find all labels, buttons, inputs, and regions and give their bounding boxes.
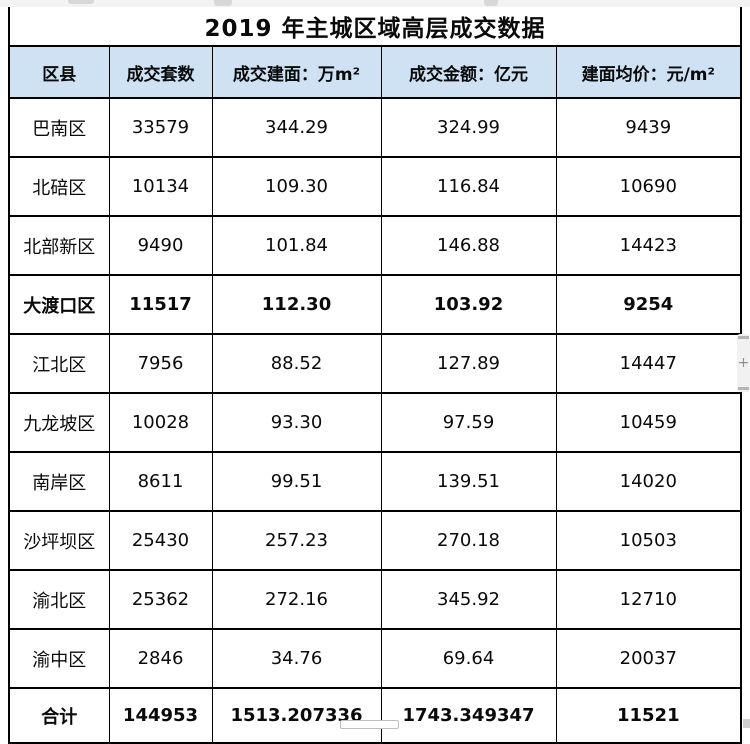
cell-units: 10028	[108, 392, 213, 453]
cell-amount: 103.92	[380, 274, 557, 335]
vertical-scrollbar-fragment[interactable]: +	[737, 334, 750, 392]
cell-district: 江北区	[8, 333, 110, 394]
cell-avg-price: 12710	[555, 569, 742, 630]
column-header-avg-price: 建面均价：元/m²	[555, 45, 742, 99]
cell-district: 渝中区	[8, 628, 110, 689]
total-row: 合计 144953 1513.207336 1743.349347 11521	[8, 687, 742, 744]
cell-district: 北碚区	[8, 156, 110, 217]
cell-area: 88.52	[211, 333, 382, 394]
cell-avg-price: 9439	[555, 97, 742, 158]
table-row: 渝北区 25362 272.16 345.92 12710	[8, 569, 742, 630]
cell-district: 大渡口区	[8, 274, 110, 335]
cell-avg-price: 14423	[555, 215, 742, 276]
toolbar-fragment	[68, 0, 94, 4]
header-row: 区县 成交套数 成交建面：万m² 成交金额：亿元 建面均价：元/m²	[8, 45, 742, 99]
scrollbar-cap	[738, 336, 749, 339]
cell-avg-price: 14447	[555, 333, 742, 394]
cell-amount: 139.51	[380, 451, 557, 512]
cell-district: 南岸区	[8, 451, 110, 512]
cell-district: 沙坪坝区	[8, 510, 110, 571]
column-header-area: 成交建面：万m²	[211, 45, 382, 99]
cell-amount: 69.64	[380, 628, 557, 689]
cell-area: 93.30	[211, 392, 382, 453]
cell-total-label: 合计	[8, 687, 110, 744]
cell-units: 2846	[108, 628, 213, 689]
cell-units: 8611	[108, 451, 213, 512]
cell-area: 34.76	[211, 628, 382, 689]
cell-area: 99.51	[211, 451, 382, 512]
cell-area: 112.30	[211, 274, 382, 335]
cell-amount: 97.59	[380, 392, 557, 453]
column-header-units: 成交套数	[108, 45, 213, 99]
cell-area: 272.16	[211, 569, 382, 630]
cell-units: 7956	[108, 333, 213, 394]
cell-amount: 146.88	[380, 215, 557, 276]
scrollbar-cap	[738, 387, 749, 390]
cell-amount: 116.84	[380, 156, 557, 217]
cell-total-units: 144953	[108, 687, 213, 744]
cell-amount: 270.18	[380, 510, 557, 571]
cell-amount: 127.89	[380, 333, 557, 394]
table-row: 巴南区 33579 344.29 324.99 9439	[8, 97, 742, 158]
cell-total-area: 1513.207336	[211, 687, 382, 744]
cell-avg-price: 9254	[555, 274, 742, 335]
cell-district: 九龙坡区	[8, 392, 110, 453]
top-chrome-strip	[0, 0, 750, 7]
table-row: 沙坪坝区 25430 257.23 270.18 10503	[8, 510, 742, 571]
table-title: 2019 年主城区域高层成交数据	[9, 7, 742, 47]
cell-district: 北部新区	[8, 215, 110, 276]
cell-amount: 345.92	[380, 569, 557, 630]
cell-units: 25430	[108, 510, 213, 571]
cell-units: 10134	[108, 156, 213, 217]
cell-avg-price: 14020	[555, 451, 742, 512]
cell-total-amount: 1743.349347	[380, 687, 557, 744]
table-row: 北碚区 10134 109.30 116.84 10690	[8, 156, 742, 217]
cell-area: 257.23	[211, 510, 382, 571]
cell-area: 109.30	[211, 156, 382, 217]
cell-units: 9490	[108, 215, 213, 276]
cell-units: 25362	[108, 569, 213, 630]
cell-avg-price: 10459	[555, 392, 742, 453]
cell-total-avg-price: 11521	[555, 687, 742, 744]
cell-amount: 324.99	[380, 97, 557, 158]
table-row: 渝中区 2846 34.76 69.64 20037	[8, 628, 742, 689]
plus-icon: +	[737, 355, 750, 371]
column-header-amount: 成交金额：亿元	[380, 45, 557, 99]
scrollbar-corner	[743, 719, 750, 728]
cell-area: 101.84	[211, 215, 382, 276]
cell-units: 33579	[108, 97, 213, 158]
cell-avg-price: 10503	[555, 510, 742, 571]
transactions-table: 2019 年主城区域高层成交数据 区县 成交套数 成交建面：万m² 成交金额：亿…	[8, 7, 743, 744]
cell-area: 344.29	[211, 97, 382, 158]
cell-units: 11517	[108, 274, 213, 335]
table-row: 大渡口区 11517 112.30 103.92 9254	[8, 274, 742, 335]
cell-district: 渝北区	[8, 569, 110, 630]
cell-district: 巴南区	[8, 97, 110, 158]
cell-avg-price: 10690	[555, 156, 742, 217]
toolbar-fragment	[484, 0, 498, 6]
column-header-district: 区县	[8, 45, 110, 99]
toolbar-fragment	[214, 0, 232, 6]
cell-avg-price: 20037	[555, 628, 742, 689]
table-row: 南岸区 8611 99.51 139.51 14020	[8, 451, 742, 512]
table-row: 江北区 7956 88.52 127.89 14447	[8, 333, 742, 394]
table-row: 九龙坡区 10028 93.30 97.59 10459	[8, 392, 742, 453]
table-row: 北部新区 9490 101.84 146.88 14423	[8, 215, 742, 276]
